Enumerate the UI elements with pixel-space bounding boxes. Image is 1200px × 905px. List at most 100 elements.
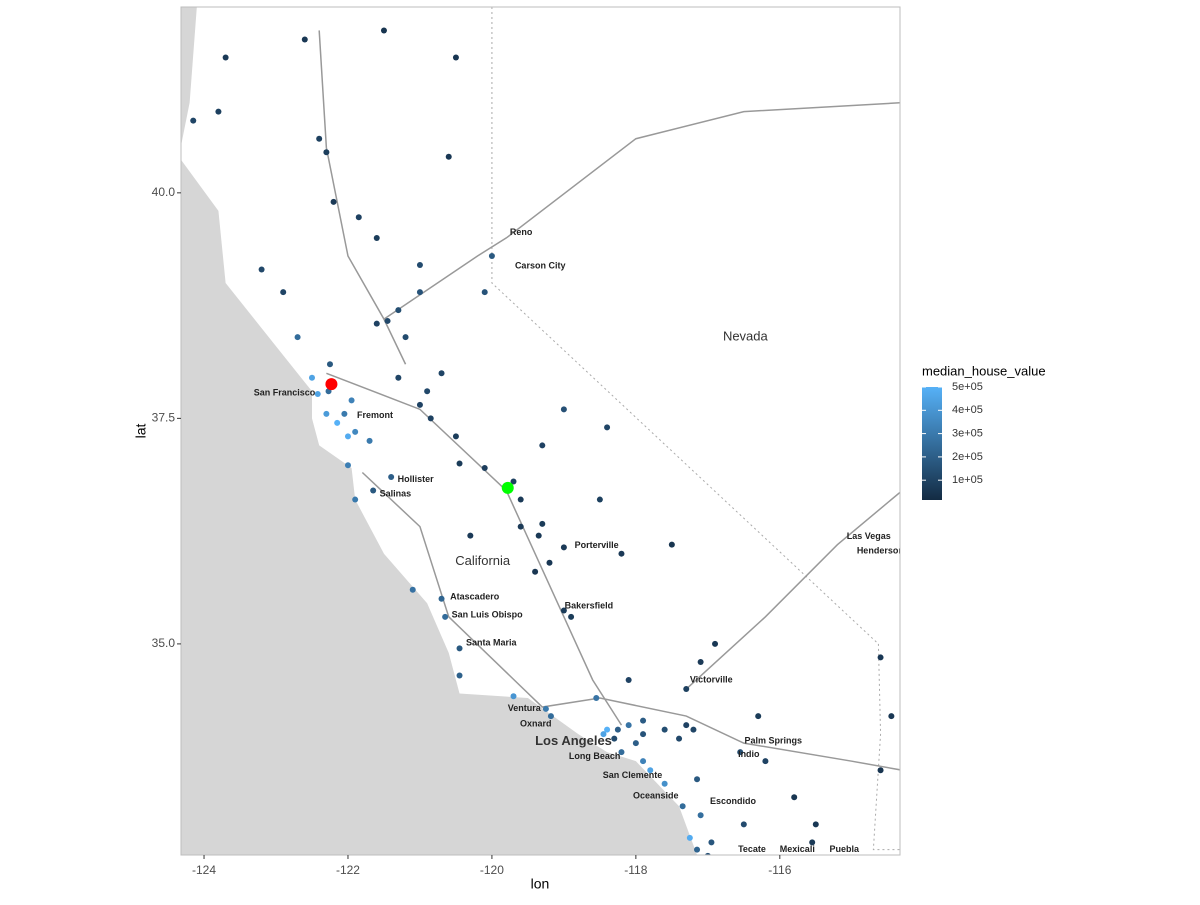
house-point xyxy=(326,361,333,368)
map-label: Porterville xyxy=(575,540,619,550)
house-point xyxy=(348,397,355,404)
house-point xyxy=(535,532,542,539)
x-tick-label: -120 xyxy=(480,863,504,877)
x-tick-label: -116 xyxy=(768,863,791,877)
colorbar-label: 3e+05 xyxy=(952,428,983,440)
house-point xyxy=(456,460,463,467)
house-point xyxy=(614,726,621,733)
x-axis-title: lon xyxy=(531,876,550,892)
house-point xyxy=(647,767,654,774)
house-point xyxy=(697,658,704,665)
house-point xyxy=(596,496,603,503)
house-point xyxy=(618,550,625,557)
house-point xyxy=(704,852,711,855)
map-label: Escondido xyxy=(710,796,757,806)
house-point xyxy=(373,234,380,241)
house-point xyxy=(355,214,362,221)
house-point xyxy=(438,595,445,602)
state-border xyxy=(872,643,900,851)
house-point xyxy=(809,839,816,846)
house-point xyxy=(539,442,546,449)
road xyxy=(685,491,900,690)
colorbar-label: 5e+05 xyxy=(952,381,983,393)
house-point xyxy=(323,410,330,417)
house-point xyxy=(737,749,744,756)
y-tick-label: 37.5 xyxy=(152,411,176,425)
house-point xyxy=(625,676,632,683)
house-point xyxy=(683,686,690,693)
map-label: Palm Springs xyxy=(745,736,803,746)
house-point xyxy=(510,478,517,485)
map-label: Fremont xyxy=(357,410,393,420)
map-label: Mexicali xyxy=(780,844,815,854)
house-point xyxy=(481,464,488,471)
map-label: Reno xyxy=(510,227,533,237)
house-point xyxy=(694,776,701,783)
x-tick-label: -124 xyxy=(192,863,216,877)
house-point xyxy=(456,645,463,652)
map-label: Hollister xyxy=(398,474,435,484)
house-point xyxy=(402,334,409,341)
house-point xyxy=(712,640,719,647)
house-point xyxy=(618,749,625,756)
house-point xyxy=(877,767,884,774)
x-tick-label: -122 xyxy=(336,863,360,877)
colorbar-label: 1e+05 xyxy=(952,474,983,486)
house-point xyxy=(373,320,380,327)
map-label: Las Vegas xyxy=(847,531,891,541)
house-point xyxy=(445,153,452,160)
road xyxy=(318,30,407,365)
house-point xyxy=(352,496,359,503)
map-label: Oxnard xyxy=(520,719,552,729)
house-point xyxy=(625,722,632,729)
map-label: San Francisco xyxy=(254,387,316,397)
house-point xyxy=(539,520,546,527)
house-point xyxy=(380,27,387,34)
house-point xyxy=(791,794,798,801)
house-point xyxy=(640,731,647,738)
map-label: Nevada xyxy=(723,329,769,344)
house-point xyxy=(683,722,690,729)
house-point xyxy=(424,388,431,395)
house-point xyxy=(517,523,524,530)
house-point xyxy=(442,613,449,620)
colorbar-label: 4e+05 xyxy=(952,404,983,416)
house-point xyxy=(409,586,416,593)
house-point xyxy=(467,532,474,539)
house-point xyxy=(686,834,693,841)
highlight-point xyxy=(325,378,338,391)
house-point xyxy=(632,740,639,747)
house-point xyxy=(344,433,351,440)
house-point xyxy=(452,54,459,61)
house-point xyxy=(676,735,683,742)
house-point xyxy=(812,821,819,828)
house-point xyxy=(294,334,301,341)
house-point xyxy=(762,758,769,765)
x-tick-label: -118 xyxy=(624,863,647,877)
y-tick-label: 40.0 xyxy=(152,185,176,199)
house-point xyxy=(316,135,323,142)
road xyxy=(326,372,623,726)
house-point xyxy=(215,108,222,115)
map-label: Carson City xyxy=(515,260,566,270)
house-point xyxy=(690,726,697,733)
map-label: Santa Maria xyxy=(466,637,518,647)
map-label: Victorville xyxy=(690,674,733,684)
road xyxy=(383,101,900,320)
house-point xyxy=(416,262,423,269)
house-point xyxy=(740,821,747,828)
house-point xyxy=(308,374,315,381)
map-label: Bakersfield xyxy=(565,600,614,610)
house-point xyxy=(323,149,330,156)
map-label: Oceanside xyxy=(633,791,679,801)
house-point xyxy=(280,289,287,296)
house-point xyxy=(352,428,359,435)
house-point xyxy=(694,846,701,853)
house-point xyxy=(481,289,488,296)
map-label: Salinas xyxy=(380,489,412,499)
house-point xyxy=(734,857,740,863)
house-point xyxy=(547,713,554,720)
map-label: Atascadero xyxy=(450,591,500,601)
house-point xyxy=(640,717,647,724)
house-point xyxy=(452,433,459,440)
